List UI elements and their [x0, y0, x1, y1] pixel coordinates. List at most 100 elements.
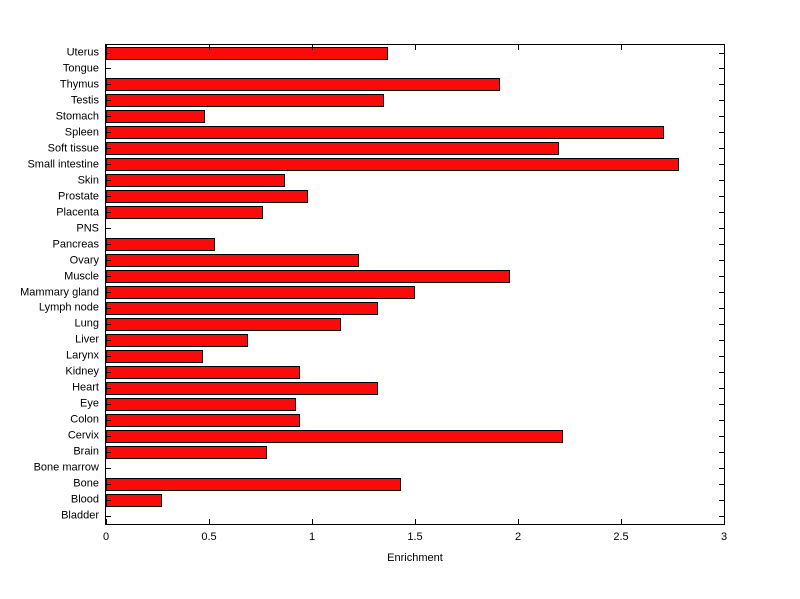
- plot-area: [105, 44, 725, 525]
- ytick-label-muscle: Muscle: [64, 270, 99, 282]
- bar-lymph-node: [106, 301, 378, 315]
- y-tick-left: [106, 116, 111, 118]
- y-tick-left: [106, 387, 111, 389]
- bar-pancreas: [106, 238, 216, 252]
- ytick-label-bladder: Bladder: [61, 509, 99, 522]
- x-tick-bottom: [311, 519, 313, 524]
- y-tick-right: [719, 100, 724, 102]
- y-tick-right: [719, 148, 724, 150]
- y-tick-right: [719, 228, 724, 230]
- bar-stomach: [106, 110, 205, 124]
- y-tick-left: [106, 228, 111, 230]
- ytick-label-bone-marrow: Bone marrow: [33, 461, 99, 474]
- x-tick-bottom: [723, 519, 725, 524]
- bar-testis: [106, 94, 385, 108]
- y-tick-right: [719, 180, 724, 182]
- y-tick-left: [106, 244, 111, 246]
- y-tick-left: [106, 212, 111, 214]
- ytick-label-liver: Liver: [75, 333, 99, 346]
- y-tick-right: [719, 371, 724, 373]
- ytick-label-kidney: Kidney: [65, 365, 99, 378]
- ytick-label-heart: Heart: [72, 381, 99, 394]
- y-tick-left: [106, 100, 111, 102]
- y-tick-left: [106, 307, 111, 309]
- bar-cervix: [106, 429, 564, 443]
- x-tick-top: [105, 45, 107, 50]
- ytick-label-pns: PNS: [76, 222, 99, 235]
- bar-liver: [106, 333, 249, 347]
- x-tick-bottom: [620, 519, 622, 524]
- xtick-label-0: 0: [102, 531, 110, 543]
- bar-colon: [106, 413, 300, 427]
- xtick-label-2: 2: [514, 531, 522, 543]
- ytick-label-blood: Blood: [70, 493, 99, 506]
- y-tick-right: [719, 292, 724, 293]
- y-tick-right: [719, 276, 724, 277]
- ytick-label-lung: Lung: [74, 317, 99, 330]
- y-tick-right: [719, 212, 724, 214]
- ytick-label-small-intestine: Small intestine: [27, 158, 99, 171]
- xtick-label-2.5: 2.5: [613, 531, 629, 543]
- xtick-label-1.5: 1.5: [407, 531, 423, 543]
- bar-brain: [106, 445, 267, 459]
- y-tick-right: [719, 68, 724, 70]
- y-tick-left: [106, 499, 111, 501]
- bar-blood: [106, 493, 162, 507]
- ytick-label-spleen: Spleen: [64, 126, 99, 139]
- ytick-label-uterus: Uterus: [66, 46, 99, 59]
- y-tick-left: [106, 467, 111, 469]
- ytick-label-brain: Brain: [73, 445, 99, 458]
- y-tick-right: [719, 387, 724, 389]
- y-tick-right: [719, 483, 724, 485]
- y-tick-right: [719, 403, 724, 405]
- y-tick-right: [719, 419, 724, 421]
- x-tick-top: [208, 45, 210, 50]
- ytick-label-thymus: Thymus: [59, 78, 99, 91]
- y-tick-left: [106, 435, 111, 437]
- y-tick-right: [719, 339, 724, 341]
- x-tick-bottom: [208, 519, 210, 524]
- ytick-label-ovary: Ovary: [69, 254, 99, 267]
- y-tick-right: [719, 323, 724, 325]
- y-tick-left: [106, 323, 111, 325]
- bar-heart: [106, 381, 378, 395]
- y-tick-right: [719, 307, 724, 309]
- x-tick-bottom: [105, 519, 107, 524]
- y-tick-right: [719, 515, 724, 517]
- ytick-label-eye: Eye: [80, 397, 99, 410]
- y-tick-left: [106, 292, 111, 293]
- x-tick-top: [723, 45, 725, 50]
- bar-prostate: [106, 190, 308, 204]
- ytick-label-testis: Testis: [70, 94, 99, 107]
- y-tick-left: [106, 68, 111, 70]
- ytick-label-colon: Colon: [70, 413, 99, 426]
- y-tick-left: [106, 164, 111, 166]
- y-tick-right: [719, 52, 724, 54]
- y-tick-right: [719, 355, 724, 357]
- x-tick-bottom: [414, 519, 416, 524]
- y-tick-right: [719, 451, 724, 453]
- ytick-label-bone: Bone: [73, 477, 99, 490]
- ytick-label-lymph-node: Lymph node: [38, 301, 99, 314]
- x-axis-title: Enrichment: [387, 552, 443, 564]
- x-tick-top: [517, 45, 519, 50]
- x-tick-top: [414, 45, 416, 50]
- y-tick-right: [719, 132, 724, 134]
- bar-muscle: [106, 270, 510, 283]
- bar-skin: [106, 174, 286, 188]
- y-tick-right: [719, 435, 724, 437]
- y-tick-left: [106, 52, 111, 54]
- y-tick-right: [719, 84, 724, 86]
- y-tick-left: [106, 515, 111, 517]
- bar-eye: [106, 397, 296, 411]
- xtick-label-1: 1: [308, 531, 316, 543]
- y-tick-left: [106, 339, 111, 341]
- ytick-label-placenta: Placenta: [56, 206, 99, 219]
- bar-spleen: [106, 126, 665, 140]
- ytick-label-soft-tissue: Soft tissue: [47, 142, 99, 155]
- y-tick-left: [106, 276, 111, 277]
- bar-kidney: [106, 365, 300, 379]
- y-tick-left: [106, 355, 111, 357]
- ytick-label-tongue: Tongue: [62, 62, 99, 75]
- x-tick-top: [311, 45, 313, 50]
